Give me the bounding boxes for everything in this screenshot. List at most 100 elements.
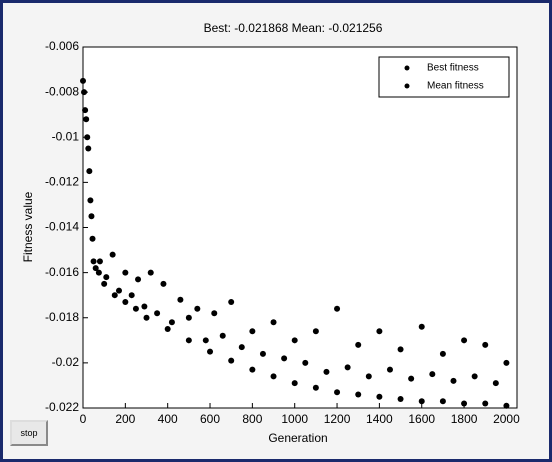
x-tick-label: 1600 [408,412,435,426]
point [270,319,277,326]
y-tick-label: -0.018 [45,310,79,324]
point [461,337,468,344]
y-tick-label: -0.006 [45,39,79,53]
point [86,168,93,175]
point [429,371,436,378]
point [461,400,468,407]
point [439,398,446,405]
point [408,375,415,382]
point [302,359,309,366]
point [386,366,393,373]
point [132,305,139,312]
point [160,280,167,287]
y-tick-label: -0.022 [45,400,79,414]
point [122,269,129,276]
x-axis-label: Generation [268,431,327,445]
point [185,337,192,344]
y-tick-label: -0.016 [45,265,79,279]
chart-title: Best: -0.021868 Mean: -0.021256 [204,21,383,35]
point [482,400,489,407]
point [492,380,499,387]
x-tick-label: 200 [115,412,135,426]
y-tick-label: -0.008 [45,84,79,98]
point [344,364,351,371]
point [471,373,478,380]
point [418,398,425,405]
point [291,337,298,344]
point [154,310,161,317]
x-tick-label: 0 [80,412,87,426]
x-tick-label: 2000 [493,412,520,426]
x-tick-label: 1800 [451,412,478,426]
point [334,389,341,396]
point [376,328,383,335]
plot-area [82,46,518,409]
point [312,384,319,391]
point [101,280,108,287]
point [219,332,226,339]
point [365,373,372,380]
point [135,276,142,283]
x-tick-label: 1400 [366,412,393,426]
point [82,107,89,114]
point [270,373,277,380]
point [143,314,150,321]
x-tick-label: 1000 [281,412,308,426]
point [418,323,425,330]
x-tick-label: 600 [200,412,220,426]
point [103,274,110,281]
point [95,269,102,276]
point [109,251,116,258]
point [87,197,94,204]
x-tick-label: 800 [242,412,262,426]
point [249,366,256,373]
legend-marker [404,83,410,89]
point [115,287,122,294]
point [177,296,184,303]
point [202,337,209,344]
point [376,393,383,400]
legend-label: Mean fitness [427,81,484,92]
chart: Best: -0.021868 Mean: -0.021256 Generati… [21,21,520,445]
point [355,391,362,398]
point [482,341,489,348]
point [85,145,92,152]
point [128,292,135,299]
y-axis-label: Fitness value [21,191,35,262]
stop-button[interactable]: stop [10,420,48,446]
point [228,357,235,364]
point [168,319,175,326]
y-tick-label: -0.012 [45,175,79,189]
point [83,116,90,123]
point [312,328,319,335]
point [194,305,201,312]
point [503,402,510,409]
point [111,292,118,299]
x-tick-label: 1200 [324,412,351,426]
point [80,77,86,84]
point [141,303,148,310]
point [211,310,218,317]
point [88,213,95,220]
legend-marker [404,65,410,71]
point [92,265,99,272]
point [323,368,330,375]
legend-box [378,56,510,98]
point [238,344,245,351]
legend-label: Best fitness [427,63,479,74]
point [355,341,362,348]
point [249,328,256,335]
point [450,377,457,384]
y-tick-label: -0.014 [45,220,79,234]
point [397,346,404,353]
point [81,89,88,96]
x-tick-label: 400 [158,412,178,426]
point [259,350,266,357]
y-tick-label: -0.01 [52,129,80,143]
y-tick-label: -0.02 [52,355,80,369]
point [84,134,91,141]
point [122,298,129,305]
point [291,380,298,387]
point [439,350,446,357]
point [90,258,97,265]
